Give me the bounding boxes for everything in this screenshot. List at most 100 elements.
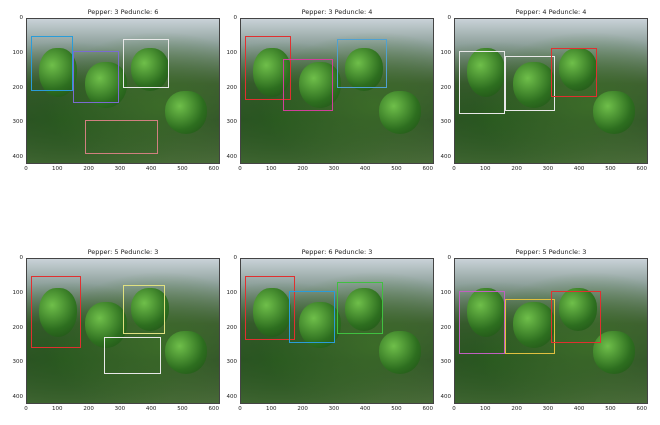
result-panel: Pepper: 3 Peduncle: 4 0 100 200 300 400 0 100 20… xyxy=(227,8,434,172)
pepper-shape xyxy=(165,91,208,135)
x-tick-label: 400 xyxy=(145,166,157,172)
x-tick-label: 400 xyxy=(145,406,157,412)
x-tick-label: 200 xyxy=(297,166,308,172)
x-tick-label: 400 xyxy=(359,166,371,172)
x-tick-label: 600 xyxy=(422,166,433,172)
y-tick-label: 400 xyxy=(226,394,238,401)
x-tick-label: 200 xyxy=(83,406,94,412)
pepper-shape xyxy=(512,62,555,109)
pepper-shape xyxy=(252,47,291,97)
y-tick-label: 300 xyxy=(440,119,452,126)
x-tick-label: 600 xyxy=(208,166,219,172)
result-panel: Pepper: 6 Peduncle: 3 0 100 200 300 400 0 100 20… xyxy=(227,248,434,412)
x-tick-label: 100 xyxy=(480,166,491,172)
pepper-shape xyxy=(593,91,636,135)
pepper-shape xyxy=(130,287,170,331)
pepper-shape xyxy=(512,302,555,349)
x-tick-label: 400 xyxy=(573,166,585,172)
x-tick-label: 500 xyxy=(605,406,616,412)
x-tick-label: 200 xyxy=(83,166,94,172)
detection-box xyxy=(73,50,120,103)
y-tick-label: 0 xyxy=(233,15,238,21)
x-tick-label: 400 xyxy=(359,406,371,412)
pepper-shape xyxy=(298,62,341,109)
panel-title: Pepper: 5 Peduncle: 3 xyxy=(87,248,159,256)
pepper-shape xyxy=(466,287,505,337)
pepper-shape xyxy=(344,287,384,331)
y-tick-label: 100 xyxy=(440,49,452,56)
x-tick-label: 300 xyxy=(328,406,340,412)
pepper-shape xyxy=(379,91,422,135)
x-tick-label: 500 xyxy=(605,166,616,172)
x-tick-label: 0 xyxy=(452,406,456,412)
y-tick-label: 200 xyxy=(12,324,24,331)
x-tick-label: 0 xyxy=(24,406,28,412)
x-tick-label: 300 xyxy=(542,406,554,412)
x-tick-label: 500 xyxy=(177,406,188,412)
y-tick-label: 300 xyxy=(226,119,238,126)
pepper-shape xyxy=(466,47,505,97)
result-panel: Pepper: 4 Peduncle: 4 0 100 200 300 400 0 100 20… xyxy=(441,8,648,172)
y-tick-label: 100 xyxy=(440,289,452,296)
panel-title: Pepper: 3 Peduncle: 4 xyxy=(301,8,373,16)
y-tick-label: 100 xyxy=(12,49,24,56)
pepper-shape xyxy=(298,302,341,349)
panel-title: Pepper: 6 Peduncle: 3 xyxy=(301,248,373,256)
x-tick-label: 600 xyxy=(422,406,433,412)
y-tick-label: 100 xyxy=(226,289,238,296)
detection-box xyxy=(551,290,601,343)
detection-box xyxy=(337,39,387,89)
y-tick-label: 200 xyxy=(226,324,238,331)
y-tick-label: 100 xyxy=(12,289,24,296)
panel-title: Pepper: 3 Peduncle: 6 xyxy=(87,8,159,16)
y-tick-label: 0 xyxy=(233,255,238,261)
y-tick-label: 300 xyxy=(12,359,24,366)
pepper-shape xyxy=(252,287,291,337)
detection-box xyxy=(244,276,295,340)
pepper-photo xyxy=(26,18,220,164)
pepper-photo xyxy=(240,18,434,164)
y-tick-label: 100 xyxy=(226,49,238,56)
x-tick-label: 300 xyxy=(114,406,126,412)
y-tick-label: 0 xyxy=(447,255,452,261)
y-tick-label: 200 xyxy=(440,324,452,331)
y-tick-label: 300 xyxy=(440,359,452,366)
result-panel: Pepper: 5 Peduncle: 3 0 100 200 300 400 0 100 20… xyxy=(441,248,648,412)
panel-title: Pepper: 4 Peduncle: 4 xyxy=(515,8,587,16)
y-tick-label: 400 xyxy=(12,154,24,161)
y-tick-label: 400 xyxy=(226,154,238,161)
x-tick-label: 600 xyxy=(636,406,647,412)
detection-box xyxy=(504,56,555,112)
x-tick-label: 0 xyxy=(452,166,456,172)
x-tick-label: 500 xyxy=(391,406,402,412)
y-tick-label: 400 xyxy=(12,394,24,401)
pepper-shape xyxy=(38,47,77,97)
y-tick-label: 200 xyxy=(440,84,452,91)
pepper-shape xyxy=(84,62,127,109)
x-tick-label: 200 xyxy=(511,166,522,172)
y-tick-label: 200 xyxy=(226,84,238,91)
x-tick-label: 600 xyxy=(636,166,647,172)
pepper-photo xyxy=(240,258,434,404)
pepper-shape xyxy=(558,287,598,331)
y-tick-label: 0 xyxy=(19,15,24,21)
pepper-photo xyxy=(454,18,648,164)
x-tick-label: 200 xyxy=(511,406,522,412)
panel-title: Pepper: 5 Peduncle: 3 xyxy=(515,248,587,256)
x-tick-label: 500 xyxy=(177,166,188,172)
x-tick-label: 600 xyxy=(208,406,219,412)
x-tick-label: 300 xyxy=(542,166,554,172)
x-tick-label: 0 xyxy=(238,406,242,412)
detection-box xyxy=(123,39,170,89)
y-tick-label: 400 xyxy=(440,394,452,401)
pepper-shape xyxy=(344,47,384,91)
pepper-shape xyxy=(165,331,208,375)
pepper-shape xyxy=(38,287,77,337)
y-tick-label: 400 xyxy=(440,154,452,161)
x-tick-label: 300 xyxy=(328,166,340,172)
detection-box xyxy=(103,336,162,375)
detection-box xyxy=(283,59,334,112)
x-tick-label: 100 xyxy=(52,406,63,412)
detection-box xyxy=(30,36,74,91)
